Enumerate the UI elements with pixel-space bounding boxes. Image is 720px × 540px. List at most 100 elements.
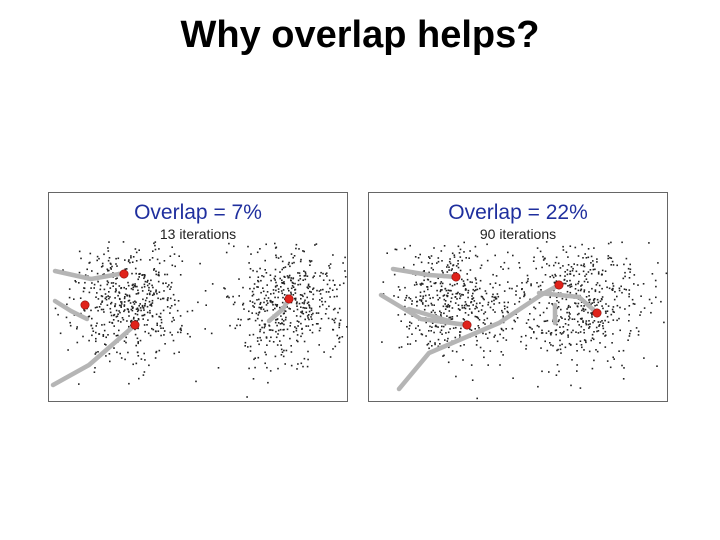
data-point bbox=[434, 343, 436, 346]
data-point bbox=[288, 274, 291, 277]
data-point bbox=[143, 324, 146, 326]
data-point bbox=[572, 267, 574, 270]
data-point bbox=[297, 283, 299, 286]
data-point bbox=[234, 301, 236, 304]
data-point bbox=[325, 308, 328, 310]
data-point bbox=[440, 314, 442, 316]
data-point bbox=[451, 316, 454, 318]
data-point bbox=[228, 242, 230, 245]
data-point bbox=[428, 330, 430, 332]
data-point bbox=[461, 304, 463, 307]
data-point bbox=[422, 283, 424, 285]
data-point bbox=[177, 331, 179, 334]
data-point bbox=[462, 318, 465, 320]
data-point bbox=[265, 272, 268, 274]
data-point bbox=[381, 341, 383, 343]
data-point bbox=[309, 329, 311, 331]
data-point bbox=[117, 294, 119, 297]
data-point bbox=[408, 296, 410, 299]
data-point bbox=[336, 334, 339, 337]
data-point bbox=[106, 280, 109, 282]
data-point bbox=[663, 321, 665, 324]
data-point bbox=[612, 333, 614, 335]
data-point bbox=[158, 248, 160, 250]
data-point bbox=[435, 325, 438, 328]
data-point bbox=[409, 321, 411, 323]
data-point bbox=[495, 275, 498, 277]
data-point bbox=[334, 307, 336, 310]
data-point bbox=[477, 317, 480, 320]
data-point bbox=[280, 348, 283, 351]
data-point bbox=[247, 245, 249, 248]
data-point bbox=[451, 252, 454, 255]
data-point bbox=[108, 241, 110, 243]
data-point bbox=[582, 270, 585, 273]
data-point bbox=[561, 343, 563, 346]
data-point bbox=[344, 270, 346, 272]
data-point bbox=[459, 248, 462, 251]
data-point bbox=[491, 300, 493, 303]
data-point bbox=[277, 257, 280, 259]
data-point bbox=[648, 298, 651, 301]
data-point bbox=[436, 262, 438, 264]
data-point bbox=[473, 290, 476, 292]
data-point bbox=[594, 289, 597, 291]
panel-overlap-7: Overlap = 7% 13 iterations bbox=[48, 192, 348, 402]
data-point bbox=[308, 259, 311, 262]
data-point bbox=[607, 305, 610, 307]
data-point bbox=[170, 286, 172, 288]
data-point bbox=[274, 242, 276, 245]
data-point bbox=[548, 264, 551, 267]
data-point bbox=[533, 256, 535, 259]
data-point bbox=[292, 256, 294, 259]
data-point bbox=[272, 304, 274, 306]
data-point bbox=[569, 313, 571, 315]
center-trajectory bbox=[406, 306, 452, 324]
data-point bbox=[419, 253, 421, 256]
data-point bbox=[505, 328, 507, 330]
data-point bbox=[320, 318, 323, 320]
data-point bbox=[561, 317, 563, 319]
data-point bbox=[484, 311, 487, 313]
data-point bbox=[296, 305, 298, 307]
data-point bbox=[110, 268, 112, 270]
data-point bbox=[448, 306, 450, 308]
data-point bbox=[308, 304, 310, 306]
data-point bbox=[338, 324, 341, 326]
data-point bbox=[308, 305, 311, 307]
data-point bbox=[289, 308, 291, 310]
data-point bbox=[264, 362, 266, 365]
center-trajectory bbox=[378, 292, 470, 328]
data-point bbox=[93, 287, 95, 289]
data-point bbox=[118, 285, 121, 287]
data-point bbox=[445, 332, 447, 334]
data-point bbox=[101, 300, 104, 302]
data-point bbox=[137, 289, 139, 292]
data-point bbox=[108, 297, 110, 300]
data-point bbox=[622, 277, 625, 280]
data-point bbox=[301, 312, 303, 314]
data-point bbox=[583, 263, 585, 265]
data-point bbox=[328, 305, 330, 308]
data-point bbox=[135, 293, 138, 295]
data-point bbox=[132, 256, 135, 258]
data-point bbox=[404, 247, 406, 250]
data-point bbox=[475, 316, 478, 318]
data-point bbox=[282, 329, 284, 331]
data-point bbox=[643, 307, 646, 309]
data-point bbox=[471, 281, 473, 284]
data-point bbox=[501, 328, 503, 331]
data-point bbox=[274, 355, 277, 358]
data-point bbox=[263, 297, 266, 300]
data-point bbox=[609, 256, 611, 259]
data-point bbox=[154, 330, 157, 332]
data-point bbox=[598, 284, 601, 287]
data-point bbox=[448, 316, 451, 319]
data-point bbox=[457, 266, 460, 269]
scatter-plot bbox=[50, 241, 348, 398]
data-point bbox=[415, 340, 417, 342]
data-point bbox=[627, 267, 630, 270]
data-point bbox=[612, 282, 614, 285]
data-point bbox=[606, 286, 608, 289]
data-point bbox=[257, 280, 260, 283]
